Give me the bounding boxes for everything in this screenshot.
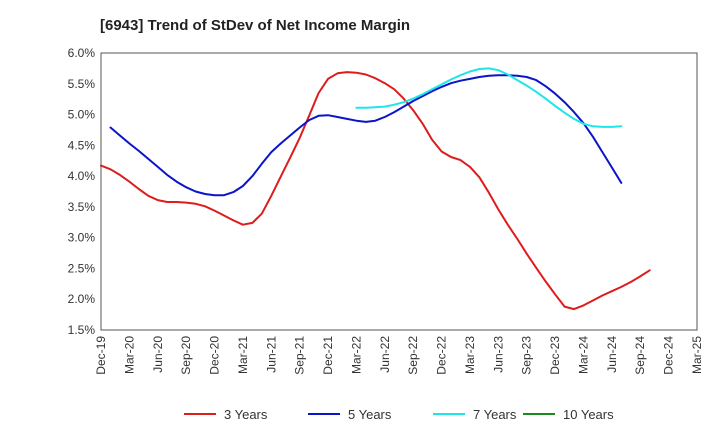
x-tick-label: Mar-25 [690, 336, 704, 374]
x-axis: Dec-19 Mar-20 Jun-20 Sep-20 Dec-20 Mar-21 Jun-… [94, 336, 704, 375]
x-tick-label: Jun-22 [378, 336, 392, 373]
y-tick-label: 3.0% [68, 231, 96, 245]
y-tick-label: 5.5% [68, 77, 96, 91]
x-tick-label: Sep-24 [633, 336, 647, 375]
y-tick-label: 2.0% [68, 292, 96, 306]
series-line-2 [355, 67, 623, 128]
legend: 3 Years 5 Years 7 Years 10 Years [184, 407, 614, 422]
x-tick-label: Sep-22 [406, 336, 420, 375]
x-tick-label: Dec-20 [208, 336, 222, 375]
x-tick-label: Sep-23 [520, 336, 534, 375]
x-tick-label: Mar-23 [463, 336, 477, 374]
plot-area [100, 52, 698, 331]
chart-title: [6943] Trend of StDev of Net Income Marg… [100, 17, 410, 34]
x-tick-label: Jun-20 [151, 336, 165, 373]
legend-label-3: 10 Years [563, 407, 614, 422]
series-lines [100, 67, 651, 311]
y-tick-label: 5.0% [68, 108, 96, 122]
legend-label-2: 7 Years [473, 407, 517, 422]
y-axis: 1.5% 2.0% 2.5% 3.0% 3.5% 4.0% 4.5% 5.0% 5.5% 6.0% [68, 46, 96, 337]
y-tick-label: 3.5% [68, 200, 96, 214]
series-line-0 [100, 71, 651, 311]
x-tick-label: Mar-21 [236, 336, 250, 374]
x-tick-label: Dec-21 [321, 336, 335, 375]
series-line-1 [109, 74, 623, 197]
x-tick-label: Dec-19 [94, 336, 108, 375]
plot-background [101, 53, 697, 330]
y-tick-label: 4.0% [68, 169, 96, 183]
legend-label-1: 5 Years [348, 407, 392, 422]
y-tick-label: 2.5% [68, 261, 96, 275]
y-tick-label: 4.5% [68, 138, 96, 152]
y-tick-label: 1.5% [68, 323, 96, 337]
x-tick-label: Jun-21 [264, 336, 278, 373]
x-tick-label: Mar-20 [122, 336, 136, 374]
x-tick-label: Dec-24 [662, 336, 676, 375]
x-tick-label: Jun-23 [491, 336, 505, 373]
y-tick-label: 6.0% [68, 46, 96, 60]
x-tick-label: Dec-23 [548, 336, 562, 375]
x-tick-label: Mar-22 [349, 336, 363, 374]
x-tick-label: Jun-24 [605, 336, 619, 373]
x-tick-label: Sep-20 [179, 336, 193, 375]
plot-border [100, 52, 698, 331]
x-tick-label: Dec-22 [435, 336, 449, 375]
x-tick-label: Sep-21 [293, 336, 307, 375]
x-tick-label: Mar-24 [576, 336, 590, 374]
legend-label-0: 3 Years [224, 407, 268, 422]
